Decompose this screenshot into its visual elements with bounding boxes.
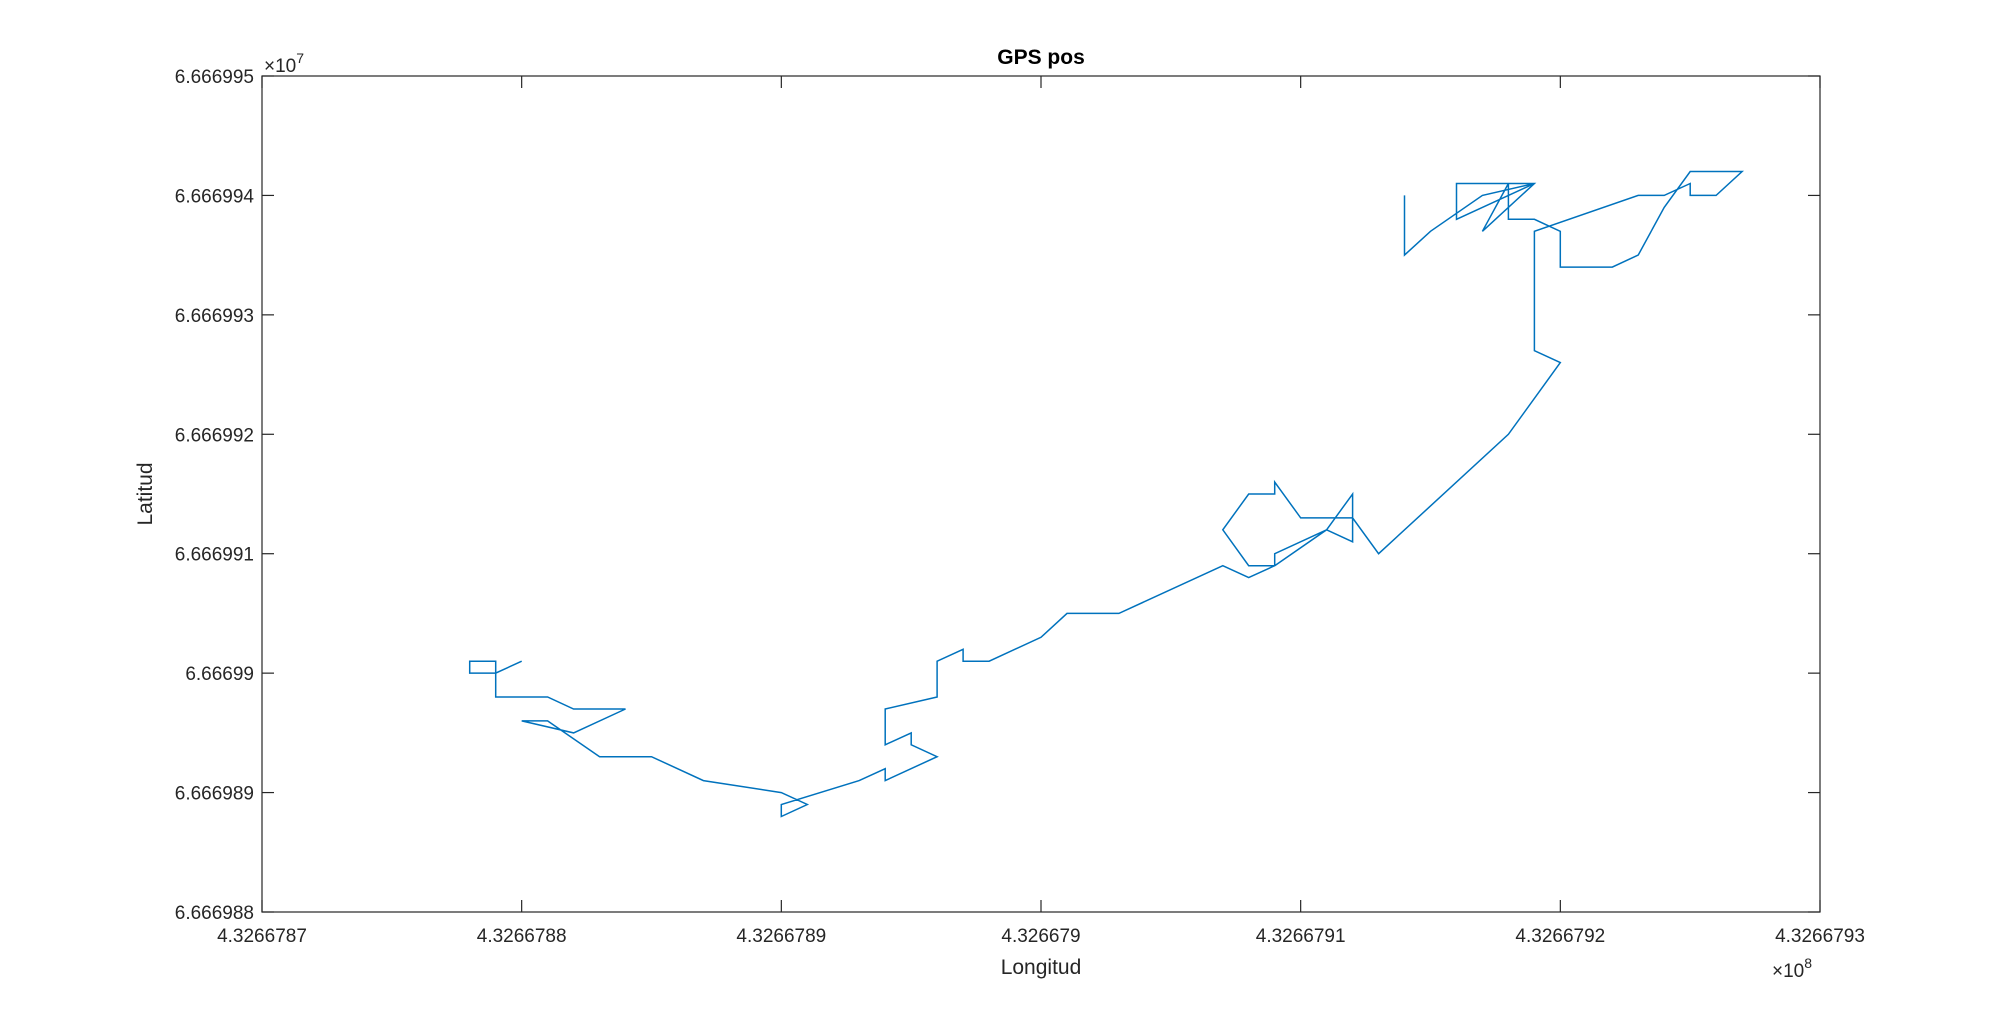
y-axis-ticks: 6.666988 6.666989 6.66699 6.666991 6.666992 6… [175, 67, 1820, 924]
x-tick-label: 4.3266787 [217, 926, 307, 947]
y-tick-label: 6.66699 [185, 664, 254, 685]
x-tick-label: 4.326679 [1001, 926, 1080, 947]
y-tick-label: 6.666988 [175, 903, 254, 924]
x-multiplier-exponent: 8 [1804, 955, 1812, 971]
y-multiplier-exponent: 7 [296, 50, 304, 66]
x-axis-ticks: 4.3266787 4.3266788 4.3266789 4.326679 4.326… [217, 76, 1865, 947]
y-tick-label: 6.666991 [175, 545, 254, 566]
y-tick-label: 6.666989 [175, 784, 254, 805]
gps-track-line [468, 170, 1745, 818]
x-axis-multiplier: ×108 [1772, 955, 1812, 982]
y-tick-label: 6.666992 [175, 425, 254, 446]
y-tick-label: 6.666993 [175, 306, 254, 327]
x-tick-label: 4.3266793 [1775, 926, 1865, 947]
chart-title: GPS pos [997, 46, 1085, 69]
x-tick-label: 4.3266792 [1515, 926, 1605, 947]
x-tick-label: 4.3266788 [477, 926, 567, 947]
y-multiplier-base: ×10 [264, 56, 296, 77]
x-multiplier-base: ×10 [1772, 961, 1804, 982]
x-tick-label: 4.3266791 [1256, 926, 1346, 947]
y-axis-multiplier: ×107 [264, 50, 304, 77]
x-axis-title: Longitud [1001, 956, 1082, 979]
y-tick-label: 6.666995 [175, 67, 254, 88]
x-tick-label: 4.3266789 [736, 926, 826, 947]
plot-area: 4.3266787 4.3266788 4.3266789 4.326679 4.326… [175, 67, 1865, 947]
y-axis-title: Latitud [134, 462, 157, 525]
axes-box [261, 75, 1821, 913]
y-tick-label: 6.666994 [175, 186, 255, 207]
